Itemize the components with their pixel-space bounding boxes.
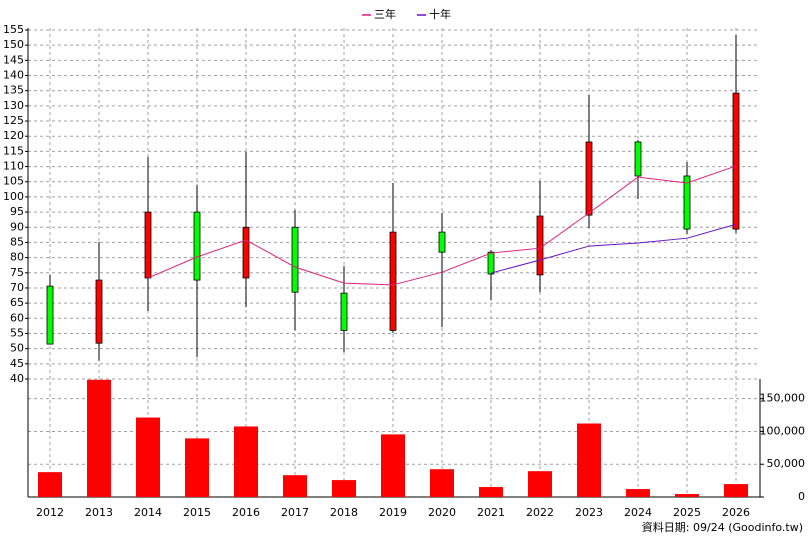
y-tick-label: 40 [10, 372, 24, 385]
candle-body [536, 215, 544, 276]
x-tick-label: 2013 [85, 506, 113, 519]
volume-bar [626, 489, 650, 497]
volume-bar [283, 475, 307, 497]
candle-body [438, 231, 446, 253]
y-tick-label: 50 [10, 342, 24, 355]
x-tick-label: 2024 [624, 506, 652, 519]
y-tick-label: 140 [3, 69, 24, 82]
y-tick-label: 130 [3, 99, 24, 112]
x-tick-label: 2014 [134, 506, 162, 519]
volume-bar [185, 438, 209, 497]
x-tick-label: 2026 [722, 506, 750, 519]
y2-tick-label: 150,000 [760, 392, 806, 405]
candle-body [193, 211, 201, 281]
y-tick-label: 100 [3, 190, 24, 203]
legend-label: 三年 [374, 7, 396, 21]
y-tick-label: 85 [10, 235, 24, 248]
volume-bar [136, 417, 160, 497]
candle-body [340, 292, 348, 331]
y-tick-label: 105 [3, 175, 24, 188]
x-tick-label: 2025 [673, 506, 701, 519]
candle-body [487, 251, 495, 275]
y-tick-label: 80 [10, 251, 24, 264]
y2-tick-label: 100,000 [760, 424, 806, 437]
y-tick-label: 110 [3, 160, 24, 173]
y-tick-label: 125 [3, 114, 24, 127]
x-tick-label: 2021 [477, 506, 505, 519]
volume-bar [479, 487, 503, 497]
x-tick-label: 2017 [281, 506, 309, 519]
candle-body [144, 211, 152, 279]
volume-bar [332, 480, 356, 497]
ma-line [490, 223, 737, 274]
candle-body [291, 226, 299, 293]
candle-body [683, 175, 691, 230]
x-tick-label: 2022 [526, 506, 554, 519]
x-tick-label: 2019 [379, 506, 407, 519]
candle-body [585, 141, 593, 216]
candle-body [732, 92, 740, 230]
y2-tick-label: 50,000 [767, 457, 806, 470]
y-tick-label: 45 [10, 357, 24, 370]
x-tick-label: 2015 [183, 506, 211, 519]
candle-body [634, 141, 642, 177]
candle-body [95, 279, 103, 344]
volume-bar [38, 472, 62, 497]
x-tick-label: 2018 [330, 506, 358, 519]
volume-bar [234, 426, 258, 497]
x-tick-label: 2023 [575, 506, 603, 519]
y-tick-label: 135 [3, 84, 24, 97]
candle-body [46, 285, 54, 345]
y2-tick-label: 0 [798, 490, 805, 503]
y-tick-label: 75 [10, 266, 24, 279]
x-tick-label: 2020 [428, 506, 456, 519]
y-tick-label: 60 [10, 311, 24, 324]
y-tick-label: 55 [10, 326, 24, 339]
y-tick-label: 150 [3, 38, 24, 51]
candle-body [242, 226, 250, 279]
y-tick-label: 90 [10, 220, 24, 233]
volume-bar [381, 434, 405, 497]
ma-line [147, 165, 737, 286]
y-tick-label: 95 [10, 205, 24, 218]
volume-bar [87, 379, 111, 497]
candle-body [389, 231, 397, 331]
volume-bar [577, 423, 601, 497]
y-tick-label: 145 [3, 53, 24, 66]
volume-bar [724, 484, 748, 497]
x-tick-label: 2012 [36, 506, 64, 519]
legend-label: 十年 [429, 7, 451, 21]
volume-bar [528, 471, 552, 497]
y-tick-label: 155 [3, 23, 24, 36]
y-tick-label: 70 [10, 281, 24, 294]
volume-bar [430, 469, 454, 497]
volume-bar [675, 494, 699, 497]
source-note: 資料日期: 09/24 (Goodinfo.tw) [642, 520, 803, 534]
x-tick-label: 2016 [232, 506, 260, 519]
y-tick-label: 65 [10, 296, 24, 309]
y-tick-label: 115 [3, 144, 24, 157]
y-tick-label: 120 [3, 129, 24, 142]
